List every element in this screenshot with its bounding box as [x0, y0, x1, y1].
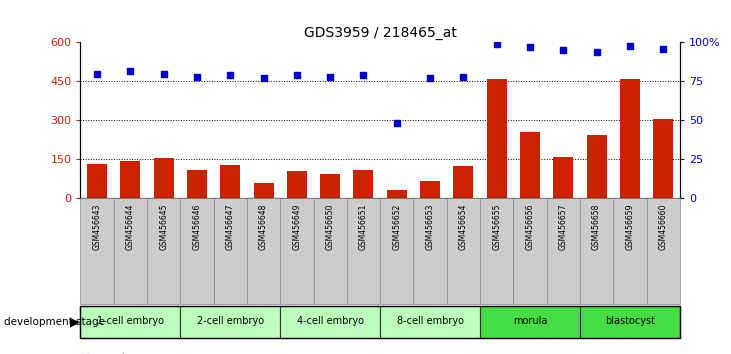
Bar [114, 198, 147, 304]
Text: GSM456647: GSM456647 [226, 204, 235, 250]
Text: GSM456646: GSM456646 [192, 204, 202, 250]
Bar [380, 306, 480, 338]
Bar [646, 198, 680, 304]
Point [291, 72, 303, 78]
Text: blastocyst: blastocyst [605, 316, 655, 326]
Bar [314, 198, 346, 304]
Bar [320, 173, 340, 198]
Bar [181, 306, 280, 338]
Bar [80, 306, 181, 338]
Bar [213, 198, 247, 304]
Point [591, 49, 602, 55]
Bar [513, 198, 547, 304]
Text: GSM456648: GSM456648 [259, 204, 268, 250]
Bar [121, 161, 140, 198]
Bar [586, 135, 607, 198]
Text: GSM456656: GSM456656 [526, 204, 534, 250]
Bar [287, 171, 307, 198]
Text: GSM456650: GSM456650 [326, 204, 335, 250]
Text: GSM456658: GSM456658 [592, 204, 601, 250]
Bar [387, 190, 406, 198]
Point [657, 46, 669, 52]
Text: GSM456657: GSM456657 [558, 204, 568, 250]
Bar [480, 198, 513, 304]
Point [424, 75, 436, 81]
Bar [280, 306, 380, 338]
Bar [613, 198, 646, 304]
Bar [187, 170, 207, 198]
Bar [346, 198, 380, 304]
Text: GSM456653: GSM456653 [425, 204, 434, 250]
Bar [420, 181, 440, 198]
Point [491, 41, 502, 47]
Text: GSM456659: GSM456659 [626, 204, 635, 250]
Bar [620, 79, 640, 198]
Bar [520, 132, 540, 198]
Text: morula: morula [512, 316, 548, 326]
Point [624, 43, 636, 48]
Text: GSM456649: GSM456649 [292, 204, 301, 250]
Point [124, 68, 136, 73]
Bar [414, 198, 447, 304]
Bar [247, 198, 280, 304]
Bar [147, 198, 181, 304]
Bar [447, 198, 480, 304]
Bar [254, 183, 273, 198]
Bar [580, 306, 680, 338]
Text: GSM456644: GSM456644 [126, 204, 135, 250]
Text: GSM456651: GSM456651 [359, 204, 368, 250]
Text: GSM456654: GSM456654 [459, 204, 468, 250]
Bar [87, 165, 107, 198]
Text: GSM456643: GSM456643 [93, 204, 102, 250]
Point [191, 74, 202, 80]
Text: GSM456655: GSM456655 [492, 204, 501, 250]
Point [391, 121, 403, 126]
Bar [553, 157, 573, 198]
Text: development stage: development stage [4, 317, 105, 327]
Text: GSM456660: GSM456660 [659, 204, 667, 250]
Point [158, 71, 170, 76]
Text: 8-cell embryo: 8-cell embryo [397, 316, 463, 326]
Point [458, 74, 469, 80]
Text: ▶: ▶ [70, 316, 80, 329]
Bar [380, 198, 414, 304]
Text: count: count [99, 353, 126, 354]
Text: 4-cell embryo: 4-cell embryo [297, 316, 363, 326]
Text: GSM456652: GSM456652 [393, 204, 401, 250]
Bar [154, 158, 174, 198]
Point [258, 75, 270, 81]
Bar [181, 198, 213, 304]
Bar [453, 166, 474, 198]
Point [524, 44, 536, 50]
Text: GSM456645: GSM456645 [159, 204, 168, 250]
Point [224, 72, 236, 78]
Text: 2-cell embryo: 2-cell embryo [197, 316, 264, 326]
Point [325, 74, 336, 80]
Bar [547, 198, 580, 304]
Bar [580, 198, 613, 304]
Title: GDS3959 / 218465_at: GDS3959 / 218465_at [303, 26, 457, 40]
Bar [280, 198, 314, 304]
Bar [220, 165, 240, 198]
Point [357, 72, 369, 78]
Point [558, 47, 569, 53]
Point [91, 71, 103, 76]
Bar [487, 79, 507, 198]
Bar [80, 198, 114, 304]
Text: ■: ■ [80, 353, 91, 354]
Bar [480, 306, 580, 338]
Text: 1-cell embryo: 1-cell embryo [97, 316, 164, 326]
Bar [354, 170, 374, 198]
Bar [654, 119, 673, 198]
